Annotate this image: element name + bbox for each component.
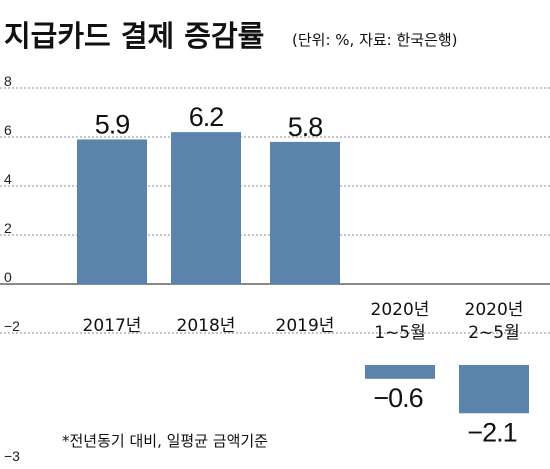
category-label: 2017년: [83, 316, 142, 336]
bar: [77, 139, 147, 284]
y-tick-label: 4: [4, 171, 12, 187]
category-label: 2020년: [465, 300, 524, 320]
y-tick-label: −3: [4, 448, 20, 464]
data-label: 5.9: [95, 109, 130, 139]
category-label: 2019년: [276, 316, 335, 336]
data-label: −2.1: [467, 417, 516, 447]
bar: [270, 141, 340, 284]
y-tick-label: 8: [4, 73, 12, 89]
bar: [171, 132, 241, 284]
chart-subtitle: (단위: %, 자료: 한국은행): [292, 31, 458, 49]
bar: [459, 365, 529, 414]
category-label: 2018년: [177, 316, 236, 336]
y-tick-label: −2: [4, 318, 20, 334]
bars: [77, 132, 529, 414]
bar: [365, 365, 435, 379]
labels: 8 6 4 2 0 −2 −3 5.9 2017년 6.2 2018년 5.8 2019년 −0.6 202…: [4, 73, 523, 464]
y-tick-label: 2: [4, 220, 12, 236]
y-tick-label: 6: [4, 122, 12, 138]
data-label: −0.6: [373, 383, 422, 413]
footnote: *전년동기 대비, 일평균 금액기준: [62, 432, 268, 450]
category-label: 2~5월: [468, 323, 520, 343]
category-label: 1~5월: [374, 323, 426, 343]
category-label: 2020년: [371, 300, 430, 320]
data-label: 5.8: [288, 112, 323, 142]
data-label: 6.2: [189, 102, 224, 132]
chart-title: 지급카드 결제 증감률: [4, 19, 264, 53]
y-tick-label: 0: [4, 269, 12, 285]
